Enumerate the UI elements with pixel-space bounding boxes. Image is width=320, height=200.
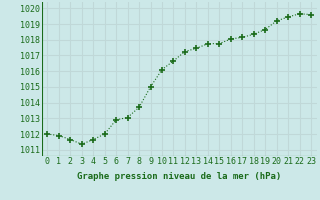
X-axis label: Graphe pression niveau de la mer (hPa): Graphe pression niveau de la mer (hPa) xyxy=(77,172,281,181)
